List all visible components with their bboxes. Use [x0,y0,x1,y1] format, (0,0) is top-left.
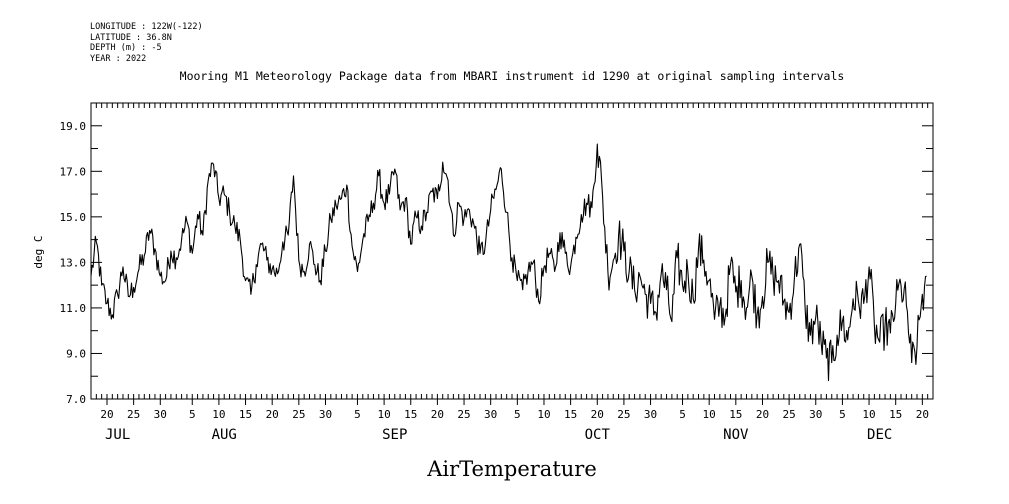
x-tick-label: 20 [431,408,444,421]
station-metadata: LONGITUDE : 122W(-122) LATITUDE : 36.8N … [90,22,203,64]
x-tick-label: 30 [644,408,657,421]
y-tick-label: 11.0 [60,302,87,315]
plot-border [90,102,934,400]
depth-label: DEPTH (m) : -5 [90,43,162,53]
x-tick-label: 20 [100,408,113,421]
plot-frame [90,102,934,400]
x-tick-label: 5 [189,408,196,421]
x-month-label: SEP [382,427,407,443]
x-tick-label: 10 [862,408,875,421]
longitude-label: LONGITUDE : 122W(-122) [90,22,203,32]
y-tick-label: 9.0 [66,347,86,360]
x-tick-label: 25 [292,408,305,421]
x-month-label: DEC [867,427,892,443]
x-month-label: OCT [585,427,611,443]
x-tick-label: 5 [354,408,361,421]
x-tick-label: 5 [839,408,846,421]
x-tick-label: 20 [916,408,929,421]
x-tick-label: 10 [212,408,225,421]
x-tick-label: 20 [756,408,769,421]
x-tick-label: 20 [591,408,604,421]
y-axis-label-group: deg C [32,235,45,268]
x-tick-label: 15 [729,408,742,421]
x-month-label: JUL [105,427,130,443]
x-month-label: AUG [212,427,237,443]
x-tick-label: 5 [514,408,521,421]
y-axis-label: deg C [32,235,45,268]
x-tick-label: 15 [564,408,577,421]
y-tick-label: 15.0 [60,211,87,224]
x-tick-label: 5 [679,408,686,421]
x-axis-label: AirTemperature [426,457,597,481]
x-tick-label: 25 [617,408,630,421]
x-tick-label: 30 [319,408,332,421]
latitude-label: LATITUDE : 36.8N [90,32,172,43]
series-line [90,143,927,382]
y-tick-label: 7.0 [66,393,86,406]
x-tick-label: 10 [703,408,716,421]
chart-title: Mooring M1 Meteorology Package data from… [180,69,845,83]
x-tick-label: 15 [404,408,417,421]
y-tick-label: 19.0 [60,120,87,133]
x-tick-label: 20 [266,408,279,421]
x-month-label: NOV [723,427,749,443]
x-tick-label: 25 [457,408,470,421]
y-tick-label: 17.0 [60,165,87,178]
x-tick-label: 10 [377,408,390,421]
x-tick-label: 30 [484,408,497,421]
x-tick-label: 15 [889,408,902,421]
x-axis-ticks: 20 25 30 5 10 15 20 25 30 5 10 15 20 25 30 5 10 15 20 25 30 5… [90,103,934,443]
series-group [90,143,927,382]
x-tick-label: 30 [154,408,167,421]
x-tick-label: 10 [537,408,550,421]
x-tick-label: 25 [782,408,795,421]
year-label: YEAR : 2022 [90,53,147,64]
y-tick-label: 13.0 [60,256,87,269]
x-tick-label: 30 [809,408,822,421]
x-tick-label: 25 [127,408,140,421]
x-tick-label: 15 [239,408,252,421]
y-axis-ticks: 7.0 9.0 11.0 13.0 15.0 17.0 19.0 [60,102,933,406]
